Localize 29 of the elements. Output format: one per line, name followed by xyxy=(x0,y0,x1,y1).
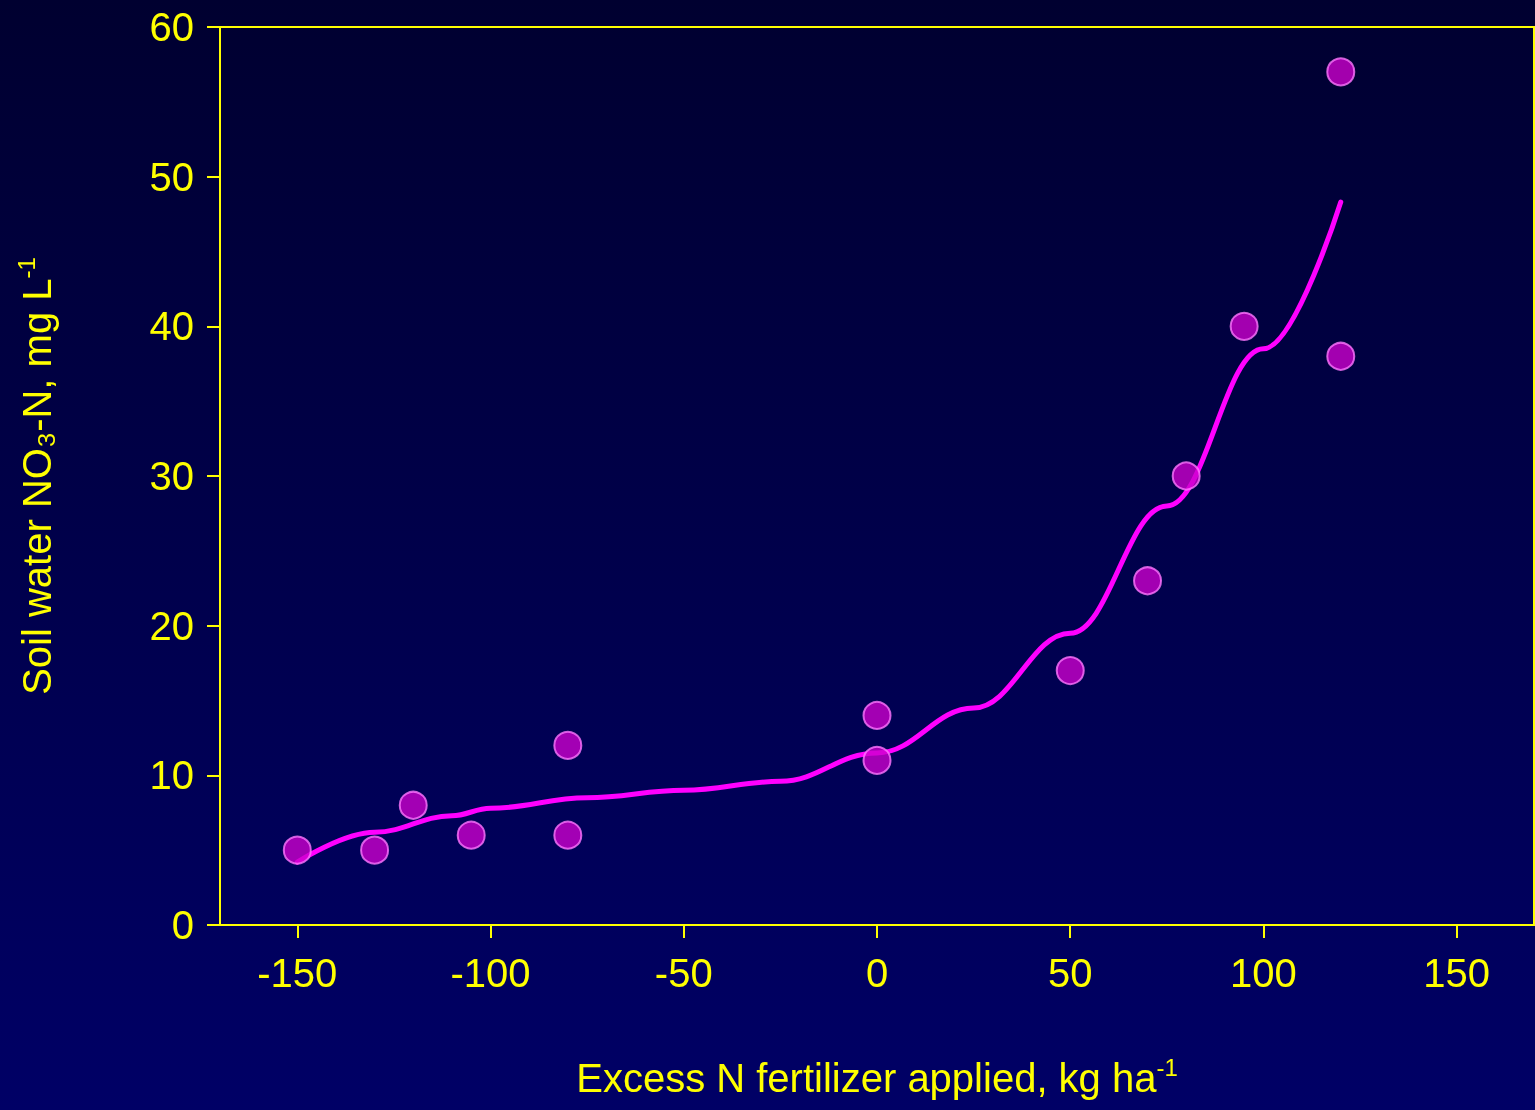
point xyxy=(1326,57,1356,87)
y-axis-title: Soil water NO₃-N, mg L-1 xyxy=(12,257,59,695)
x-tick-label: 100 xyxy=(1230,951,1297,995)
point xyxy=(862,745,892,775)
y-tick-label: 10 xyxy=(149,753,194,798)
x-tick-label: 0 xyxy=(865,951,889,995)
y-tick-label: 60 xyxy=(149,5,194,49)
point xyxy=(1133,566,1163,596)
point xyxy=(1171,461,1201,491)
y-tick-label: 50 xyxy=(149,154,194,199)
point xyxy=(282,835,312,865)
x-tick-label: -50 xyxy=(654,951,713,995)
y-tick-label: 20 xyxy=(149,603,194,648)
point xyxy=(360,835,390,865)
y-tick-label: 0 xyxy=(171,903,194,947)
x-tick-label: -100 xyxy=(450,951,531,995)
x-tick-label: 150 xyxy=(1423,951,1491,995)
y-tick-label: 30 xyxy=(149,454,194,498)
point xyxy=(553,820,583,850)
x-tick-label: 50 xyxy=(1047,951,1093,995)
point xyxy=(1055,656,1085,686)
point xyxy=(1326,341,1356,371)
y-tick-label: 40 xyxy=(149,304,194,349)
point xyxy=(456,820,486,850)
x-tick-label: -150 xyxy=(257,951,338,995)
point xyxy=(1229,311,1259,341)
point xyxy=(398,790,428,820)
point xyxy=(862,700,892,730)
point xyxy=(553,730,583,760)
